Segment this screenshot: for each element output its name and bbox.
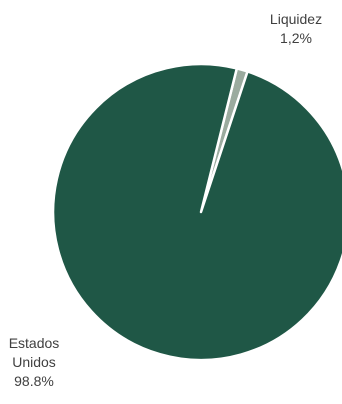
slice-label-estados-unidos-pct: 98.8% [14, 373, 54, 389]
slice-label-liquidez-pct: 1,2% [280, 30, 312, 46]
slice-label-estados-unidos-line1: Estados [8, 335, 60, 351]
slice-label-liquidez-name: Liquidez [269, 11, 323, 27]
slice-label-estados-unidos-line2: Unidos [12, 354, 56, 370]
pie-slice-estados-unidos [51, 62, 342, 362]
slice-label-estados-unidos: Estados Unidos 98.8% [2, 334, 66, 391]
slice-label-liquidez: Liquidez 1,2% [258, 10, 334, 48]
